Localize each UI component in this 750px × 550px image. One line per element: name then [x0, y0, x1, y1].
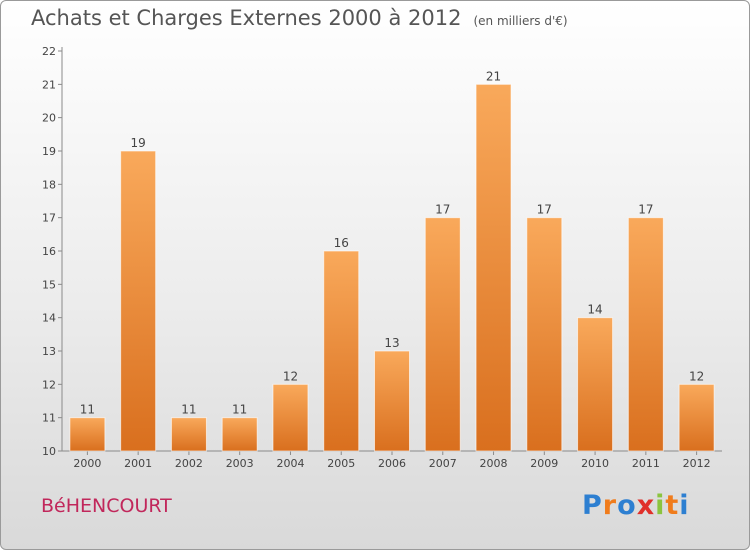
logo-letter: i: [655, 490, 666, 521]
logo-letter: x: [636, 490, 656, 521]
bar-2007: [424, 217, 461, 452]
y-tick-label: 12: [42, 378, 56, 391]
logo-letter: o: [617, 490, 637, 521]
value-label-2009: 17: [537, 203, 552, 217]
bar-2009: [526, 217, 563, 452]
x-tick-label-2000: 2000: [73, 457, 101, 470]
bar-2001: [120, 150, 157, 452]
x-tick-label-2007: 2007: [429, 457, 457, 470]
x-tick-label-2008: 2008: [480, 457, 508, 470]
x-tick-label-2003: 2003: [226, 457, 254, 470]
x-tick-label-2009: 2009: [530, 457, 558, 470]
y-tick-label: 21: [42, 78, 56, 91]
x-tick-label-2012: 2012: [683, 457, 711, 470]
y-tick-label: 16: [42, 245, 56, 258]
y-tick-label: 15: [42, 278, 56, 291]
bar-2004: [272, 383, 309, 452]
value-label-2000: 11: [80, 403, 95, 417]
x-tick-label-2002: 2002: [175, 457, 203, 470]
logo-letter: t: [665, 490, 680, 521]
commune-name: BéHENCOURT: [41, 495, 172, 517]
bar-2012: [678, 383, 715, 452]
logo-letter: P: [582, 490, 603, 521]
value-label-2002: 11: [181, 403, 196, 417]
bar-2002: [170, 417, 207, 452]
value-label-2008: 21: [486, 69, 501, 83]
chart-title: Achats et Charges Externes 2000 à 2012 (e…: [31, 6, 568, 30]
bar-2000: [69, 417, 106, 452]
y-tick-label: 13: [42, 345, 56, 358]
chart-unit: (en milliers d'€): [473, 14, 568, 28]
y-tick-label: 14: [42, 312, 56, 325]
bar-2005: [323, 250, 360, 452]
x-tick-label-2010: 2010: [581, 457, 609, 470]
y-tick-label: 17: [42, 212, 56, 225]
x-tick-label-2011: 2011: [632, 457, 660, 470]
value-label-2006: 13: [384, 336, 399, 350]
value-label-2011: 17: [638, 203, 653, 217]
x-tick-label-2005: 2005: [327, 457, 355, 470]
logo-letter: i: [679, 490, 690, 521]
value-label-2004: 12: [283, 369, 298, 383]
value-label-2010: 14: [587, 303, 602, 317]
bar-2010: [577, 317, 614, 452]
value-label-2003: 11: [232, 403, 247, 417]
y-tick-label: 20: [42, 112, 56, 125]
y-tick-label: 19: [42, 145, 56, 158]
y-tick-label: 11: [42, 412, 56, 425]
y-tick-label: 10: [42, 445, 56, 458]
logo-letter: r: [602, 490, 618, 521]
bar-2011: [627, 217, 664, 452]
x-tick-label-2004: 2004: [276, 457, 304, 470]
proxiti-logo: Proxiti: [582, 490, 690, 521]
value-label-2007: 17: [435, 203, 450, 217]
value-label-2005: 16: [334, 236, 349, 250]
value-label-2012: 12: [689, 369, 704, 383]
chart-title-text: Achats et Charges Externes 2000 à 2012: [31, 6, 462, 30]
bar-2003: [221, 417, 258, 452]
y-tick-label: 18: [42, 178, 56, 191]
value-label-2001: 19: [131, 136, 146, 150]
y-tick-label: 22: [42, 45, 56, 58]
bar-2008: [475, 83, 512, 452]
x-tick-label-2006: 2006: [378, 457, 406, 470]
x-tick-label-2001: 2001: [124, 457, 152, 470]
bar-2006: [374, 350, 410, 452]
